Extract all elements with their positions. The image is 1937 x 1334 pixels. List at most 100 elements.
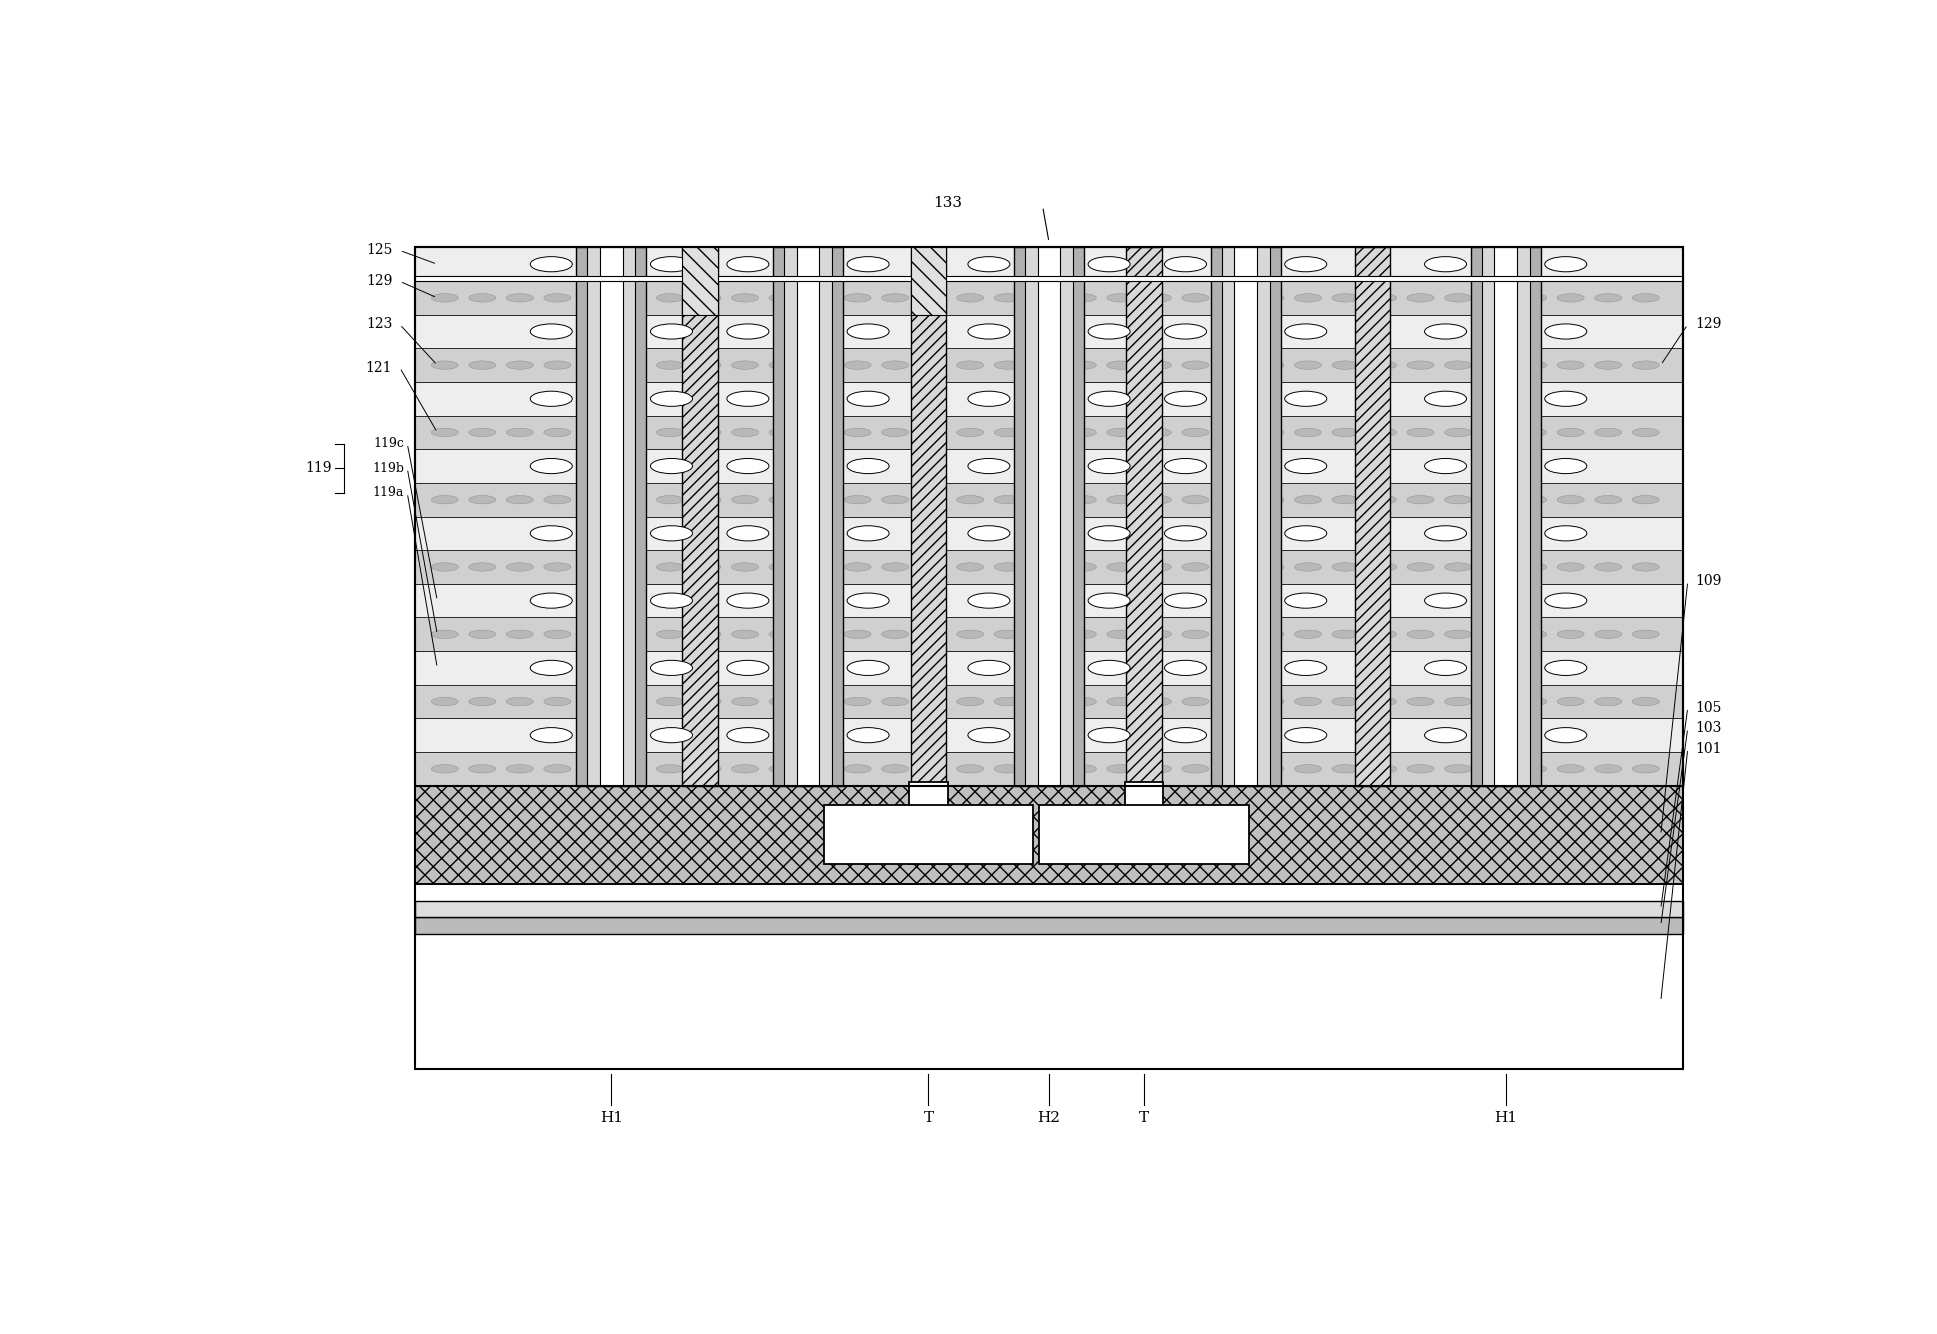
Ellipse shape — [994, 764, 1021, 772]
Ellipse shape — [1482, 495, 1509, 504]
Ellipse shape — [1594, 698, 1621, 706]
Ellipse shape — [657, 293, 684, 301]
Text: T: T — [1139, 1111, 1149, 1126]
Bar — [910, 247, 947, 786]
Ellipse shape — [432, 698, 459, 706]
Ellipse shape — [1557, 293, 1584, 301]
Ellipse shape — [1333, 495, 1360, 504]
Bar — [1482, 247, 1530, 786]
Ellipse shape — [1164, 324, 1207, 339]
Ellipse shape — [531, 660, 571, 675]
Ellipse shape — [506, 698, 533, 706]
Text: H2: H2 — [1038, 1111, 1060, 1126]
Ellipse shape — [544, 428, 571, 436]
Ellipse shape — [1089, 391, 1129, 407]
Bar — [1470, 247, 1540, 786]
Ellipse shape — [1164, 391, 1207, 407]
Ellipse shape — [1406, 495, 1433, 504]
Bar — [1040, 804, 1249, 863]
Ellipse shape — [1594, 362, 1621, 370]
Ellipse shape — [726, 459, 769, 474]
Ellipse shape — [1257, 630, 1284, 639]
Ellipse shape — [968, 256, 1009, 272]
Ellipse shape — [432, 362, 459, 370]
Ellipse shape — [1424, 727, 1466, 743]
Ellipse shape — [845, 698, 872, 706]
Ellipse shape — [432, 764, 459, 772]
Ellipse shape — [1106, 630, 1133, 639]
Ellipse shape — [1594, 428, 1621, 436]
Ellipse shape — [1544, 594, 1586, 608]
Ellipse shape — [1106, 293, 1133, 301]
Ellipse shape — [846, 324, 889, 339]
Ellipse shape — [651, 256, 693, 272]
Ellipse shape — [1284, 256, 1327, 272]
Ellipse shape — [1257, 698, 1284, 706]
Text: H1: H1 — [600, 1111, 624, 1126]
Ellipse shape — [1333, 764, 1360, 772]
Ellipse shape — [1633, 293, 1660, 301]
Ellipse shape — [881, 293, 908, 301]
Ellipse shape — [1257, 362, 1284, 370]
Ellipse shape — [1069, 764, 1096, 772]
Ellipse shape — [469, 293, 496, 301]
Bar — [415, 483, 1683, 516]
Text: 103: 103 — [1695, 722, 1722, 735]
Bar — [1234, 247, 1257, 786]
Ellipse shape — [1145, 764, 1172, 772]
Ellipse shape — [806, 362, 833, 370]
Ellipse shape — [1424, 526, 1466, 540]
Ellipse shape — [693, 495, 721, 504]
Ellipse shape — [732, 293, 759, 301]
Ellipse shape — [469, 698, 496, 706]
Bar — [415, 247, 1683, 786]
Ellipse shape — [1445, 563, 1472, 571]
Ellipse shape — [1145, 362, 1172, 370]
Ellipse shape — [1182, 428, 1209, 436]
Ellipse shape — [920, 698, 945, 706]
Bar — [415, 550, 1683, 584]
Ellipse shape — [1106, 563, 1133, 571]
Ellipse shape — [1424, 459, 1466, 474]
Ellipse shape — [1284, 660, 1327, 675]
Ellipse shape — [693, 362, 721, 370]
Ellipse shape — [1333, 630, 1360, 639]
Ellipse shape — [1445, 428, 1472, 436]
Ellipse shape — [806, 630, 833, 639]
Ellipse shape — [994, 563, 1021, 571]
Ellipse shape — [1164, 727, 1207, 743]
Ellipse shape — [846, 727, 889, 743]
Ellipse shape — [1032, 698, 1060, 706]
Ellipse shape — [1445, 293, 1472, 301]
Ellipse shape — [506, 630, 533, 639]
Ellipse shape — [1220, 495, 1245, 504]
Ellipse shape — [1294, 428, 1321, 436]
Ellipse shape — [651, 727, 693, 743]
Ellipse shape — [769, 293, 796, 301]
Ellipse shape — [920, 428, 945, 436]
Ellipse shape — [693, 428, 721, 436]
Ellipse shape — [1333, 293, 1360, 301]
Ellipse shape — [1406, 428, 1433, 436]
Ellipse shape — [651, 391, 693, 407]
Ellipse shape — [1333, 698, 1360, 706]
Ellipse shape — [651, 459, 693, 474]
Ellipse shape — [806, 293, 833, 301]
Bar — [415, 516, 1683, 550]
Ellipse shape — [1482, 563, 1509, 571]
Bar — [415, 247, 1683, 281]
Ellipse shape — [769, 630, 796, 639]
Ellipse shape — [1294, 293, 1321, 301]
Ellipse shape — [1069, 293, 1096, 301]
Ellipse shape — [620, 764, 645, 772]
Text: 119c: 119c — [374, 438, 405, 450]
Ellipse shape — [1406, 563, 1433, 571]
Ellipse shape — [1633, 630, 1660, 639]
Bar — [773, 247, 843, 786]
Bar — [1125, 782, 1164, 863]
Bar — [415, 348, 1683, 382]
Bar — [415, 247, 1683, 1069]
Bar — [682, 247, 719, 315]
Ellipse shape — [1544, 660, 1586, 675]
Ellipse shape — [1284, 594, 1327, 608]
